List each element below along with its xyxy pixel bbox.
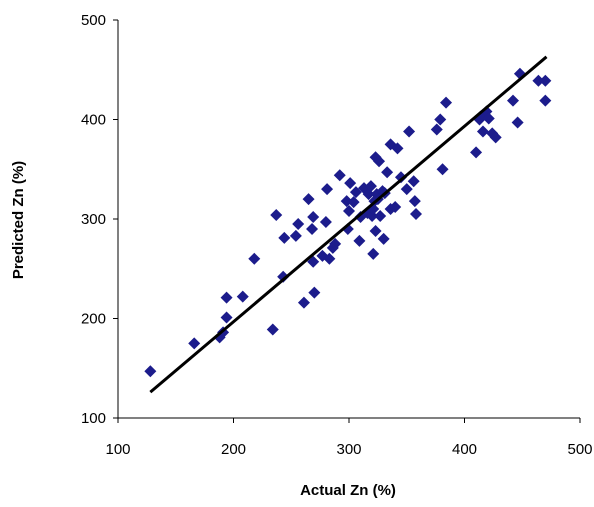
- x-axis-title: Actual Zn (%): [300, 482, 396, 499]
- trendline: [149, 55, 548, 394]
- data-point: [539, 74, 552, 87]
- data-point: [430, 123, 443, 136]
- trendline-group: [149, 55, 548, 394]
- data-point: [364, 180, 377, 193]
- data-point: [381, 166, 394, 179]
- data-point: [308, 286, 321, 299]
- data-point: [220, 311, 233, 324]
- data-point: [507, 94, 520, 107]
- data-point: [511, 116, 524, 129]
- data-point: [306, 222, 319, 235]
- data-point: [270, 209, 283, 222]
- data-point: [278, 231, 291, 244]
- data-point: [409, 208, 422, 221]
- data-point: [343, 205, 355, 218]
- data-point: [476, 125, 489, 138]
- data-point: [353, 234, 366, 247]
- data-point: [367, 247, 380, 260]
- data-point: [403, 125, 416, 138]
- data-point: [329, 237, 342, 250]
- data-point: [297, 296, 310, 309]
- data-points: [144, 67, 552, 378]
- data-point: [236, 290, 249, 303]
- data-point: [319, 215, 332, 228]
- data-point: [391, 142, 404, 155]
- data-point: [188, 337, 201, 350]
- data-point: [321, 183, 334, 196]
- data-point: [389, 201, 402, 214]
- data-point: [489, 131, 502, 144]
- data-point: [344, 177, 357, 190]
- data-point: [302, 193, 315, 206]
- data-point: [373, 155, 386, 168]
- data-point: [434, 113, 447, 126]
- y-tick-label: 300: [81, 211, 106, 228]
- data-point: [377, 232, 390, 245]
- data-point: [144, 365, 157, 378]
- x-tick-label: 100: [105, 441, 130, 458]
- y-axis-title: Predicted Zn (%): [10, 161, 27, 279]
- y-tick-label: 400: [81, 112, 106, 129]
- x-tick-label: 300: [336, 441, 361, 458]
- x-tick-label: 500: [567, 441, 592, 458]
- data-point: [292, 217, 305, 230]
- data-point: [440, 96, 453, 109]
- y-tick-label: 100: [81, 410, 106, 427]
- data-point: [333, 169, 346, 182]
- data-point: [349, 186, 362, 199]
- data-point: [539, 94, 552, 107]
- data-point: [470, 146, 483, 159]
- y-tick-label: 500: [81, 12, 106, 29]
- data-point: [532, 74, 545, 87]
- data-point: [347, 196, 360, 209]
- data-point: [248, 252, 261, 265]
- data-point: [394, 171, 407, 184]
- data-point: [289, 229, 302, 242]
- data-point: [266, 323, 279, 336]
- x-tick-label: 400: [452, 441, 477, 458]
- data-point: [277, 270, 290, 283]
- axis-ticks: 100 200 300 400 500 100 200 300 400 500: [81, 12, 593, 458]
- x-tick-label: 200: [221, 441, 246, 458]
- data-point: [482, 112, 495, 125]
- data-point: [307, 211, 320, 224]
- data-point: [407, 175, 420, 188]
- data-point: [369, 224, 382, 237]
- data-point: [408, 195, 421, 208]
- data-point: [436, 163, 449, 176]
- data-point: [323, 252, 336, 265]
- data-point: [374, 210, 387, 223]
- plot-frame: [117, 20, 580, 419]
- data-point: [400, 183, 413, 196]
- y-tick-label: 200: [81, 311, 106, 328]
- data-point: [220, 291, 233, 304]
